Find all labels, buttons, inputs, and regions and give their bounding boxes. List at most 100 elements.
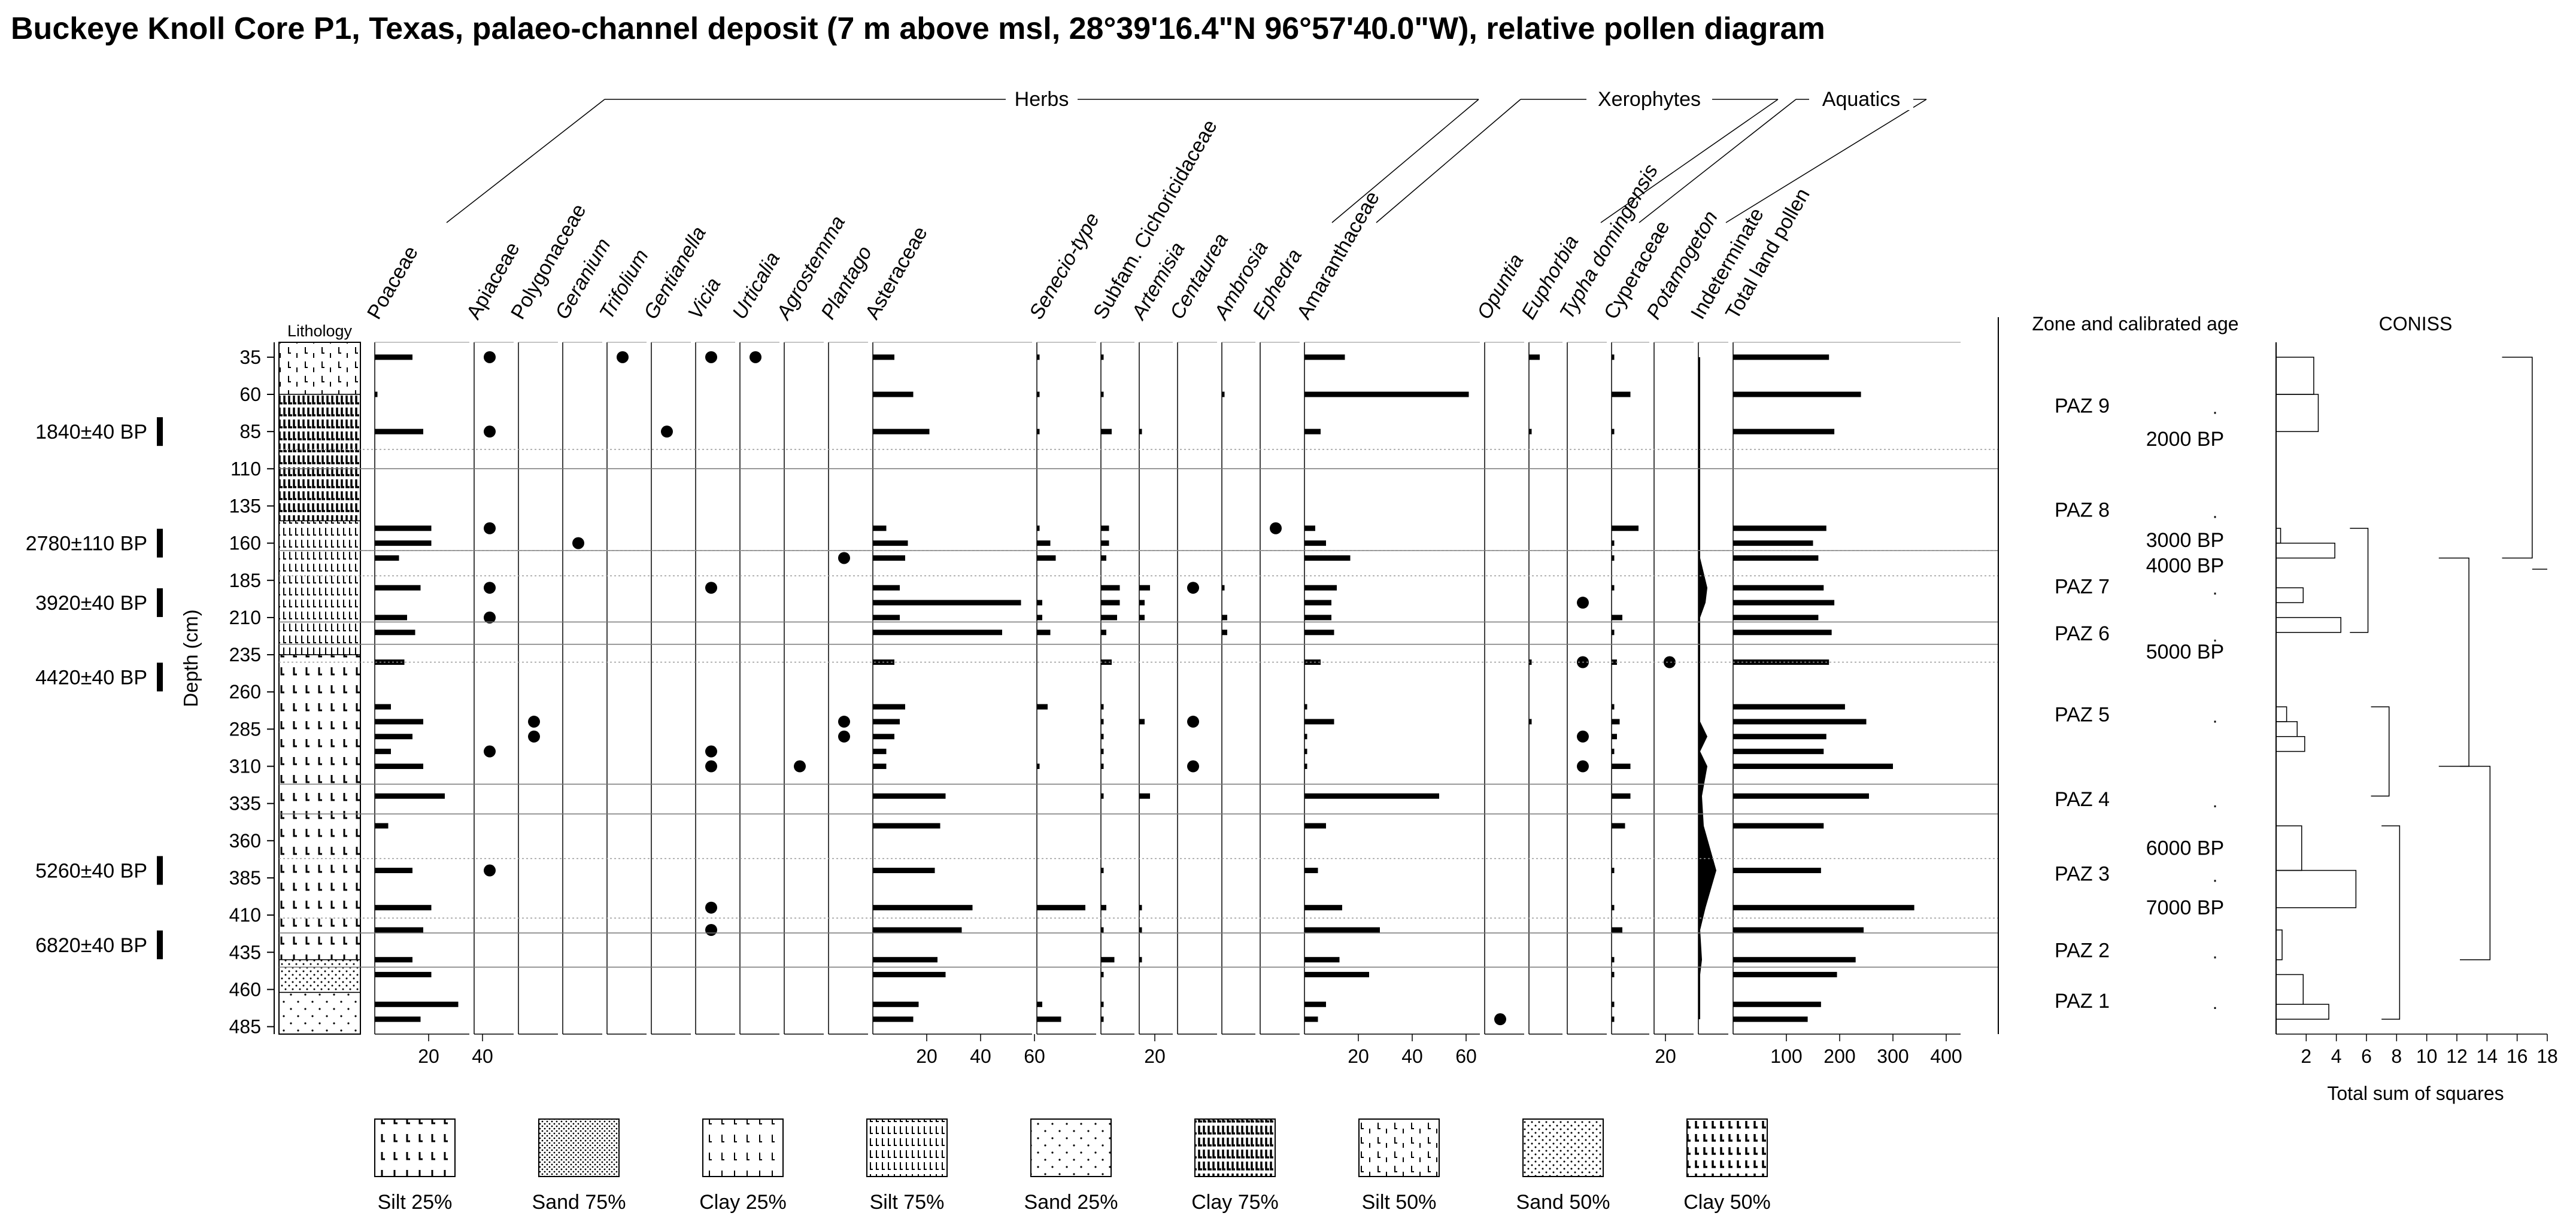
presence-dot — [528, 730, 540, 743]
presence-dot — [484, 864, 496, 877]
pollen-bar — [375, 734, 412, 740]
legend-swatch-silt25 — [374, 1118, 456, 1177]
taxon-tick-label: 20 — [1348, 1045, 1369, 1067]
coniss-link — [2502, 357, 2533, 559]
pollen-bar — [375, 823, 389, 829]
pollen-bar — [1733, 540, 1813, 546]
presence-dot — [705, 582, 717, 594]
pollen-bar — [873, 354, 894, 360]
coniss-link — [2276, 587, 2304, 603]
pollen-bar — [375, 630, 415, 636]
pollen-bar — [1612, 540, 1615, 546]
depth-tick-label: 35 — [239, 346, 261, 368]
legend-label: Sand 25% — [1024, 1191, 1118, 1214]
depth-axis: 35 60 85 110 135 160 185 210 235 260 285 310 335 360 3… — [229, 342, 275, 1038]
pollen-bar — [1612, 585, 1615, 591]
pollen-bar — [1304, 734, 1307, 740]
pollen-bar — [1733, 927, 1864, 933]
radiocarbon-age-label: 1840±40 BP — [35, 421, 147, 443]
taxon-panel-euphorbia: Euphorbia — [1517, 232, 1583, 1035]
coniss-tick-label: 2 — [2301, 1045, 2311, 1067]
group-label: Aquatics — [1822, 88, 1900, 111]
pollen-bar — [873, 927, 962, 933]
pollen-bar — [375, 391, 378, 397]
calibrated-age-label: 6000 BP — [2146, 837, 2224, 860]
presence-dot — [1187, 582, 1199, 594]
pollen-bar — [1612, 957, 1615, 963]
pollen-bar — [375, 525, 432, 531]
pollen-bar — [873, 868, 935, 874]
coniss-tick-label: 12 — [2446, 1045, 2468, 1067]
legend-swatch-silt50 — [1358, 1118, 1440, 1177]
radiocarbon-age-label: 6820±40 BP — [35, 934, 147, 957]
pollen-bar — [375, 793, 445, 799]
radiocarbon-age-label: 3920±40 BP — [35, 592, 147, 615]
legend-swatch-sand50 — [1522, 1118, 1604, 1177]
pollen-bar — [1304, 585, 1337, 591]
pollen-bar — [1733, 615, 1819, 621]
presence-dot — [1494, 1013, 1506, 1026]
lithology-frame — [278, 342, 361, 1035]
pollen-bar — [1037, 540, 1051, 546]
depth-tick-label: 110 — [230, 458, 261, 479]
legend-label: Silt 50% — [1362, 1191, 1437, 1214]
pollen-bar — [873, 764, 887, 770]
presence-dot — [484, 611, 496, 624]
pollen-bar — [873, 1016, 914, 1022]
coniss-link — [2276, 1004, 2329, 1020]
presence-dot — [705, 351, 717, 363]
lithology-unit — [278, 394, 361, 470]
calibrated-age-label: 2000 BP — [2146, 428, 2224, 451]
coniss-link — [2381, 825, 2401, 1020]
radiocarbon-age-bar — [157, 417, 163, 446]
pollen-bar — [873, 555, 905, 561]
pollen-bar — [1101, 428, 1112, 434]
zone-header: Zone and calibrated age — [2032, 313, 2238, 335]
pollen-bar — [1037, 704, 1048, 710]
taxon-panel-vicia: Vicia — [684, 274, 735, 1035]
pollen-bar — [1222, 585, 1225, 591]
depth-tick-label: 160 — [229, 533, 261, 554]
taxon-panel-urticalia: Urticalia — [728, 248, 784, 1035]
group-label: Xerophytes — [1598, 88, 1701, 111]
pollen-bar — [1529, 659, 1532, 665]
pollen-bar — [1037, 354, 1040, 360]
coniss-tick-label: 8 — [2391, 1045, 2402, 1067]
pollen-bar — [1733, 659, 1829, 665]
lithology-legend: Silt 25% Sand 75% Clay 25% Silt 75% Sand 25%… — [374, 1118, 1771, 1214]
taxon-panel-ambrosia: Ambrosia — [1209, 238, 1273, 1035]
taxon-panel-poaceae: Poaceae 20 40 — [363, 242, 493, 1067]
pollen-bar — [1222, 391, 1225, 397]
presence-dot — [705, 923, 717, 936]
pollen-bar — [375, 1016, 421, 1022]
presence-dot — [484, 351, 496, 363]
coniss-link — [2438, 557, 2469, 767]
group-label-bg — [1809, 84, 1913, 110]
pollen-bar — [1101, 1001, 1104, 1007]
legend-label: Clay 25% — [699, 1191, 787, 1214]
depth-tick-label: 185 — [229, 570, 261, 591]
coniss-dendrogram: 2 4 6 8 10 12 14 16 18 — [2275, 342, 2558, 1067]
taxon-tick-label: 300 — [1877, 1045, 1909, 1067]
coniss-link — [2460, 765, 2491, 960]
pollen-bar — [1612, 630, 1615, 636]
pollen-bar — [873, 972, 946, 978]
pollen-bar — [1139, 957, 1142, 963]
depth-tick-label: 60 — [239, 384, 261, 405]
calibrated-age-label: 4000 BP — [2146, 554, 2224, 577]
presence-dot — [705, 745, 717, 758]
pollen-bar — [375, 704, 391, 710]
depth-tick-label: 485 — [229, 1016, 261, 1038]
taxon-tick-label: 40 — [472, 1045, 493, 1067]
presence-dot — [1187, 760, 1199, 773]
group-bracket-right — [1725, 99, 1927, 223]
zone-dot: . — [2213, 867, 2217, 886]
pollen-bar — [375, 719, 423, 725]
zone-label: PAZ 6 — [2055, 622, 2110, 645]
pollen-bar — [1529, 354, 1540, 360]
pollen-bar — [1101, 600, 1120, 606]
pollen-bar — [1101, 764, 1104, 770]
ecological-groups: Herbs Xerophytes Aquatics — [446, 84, 1927, 223]
